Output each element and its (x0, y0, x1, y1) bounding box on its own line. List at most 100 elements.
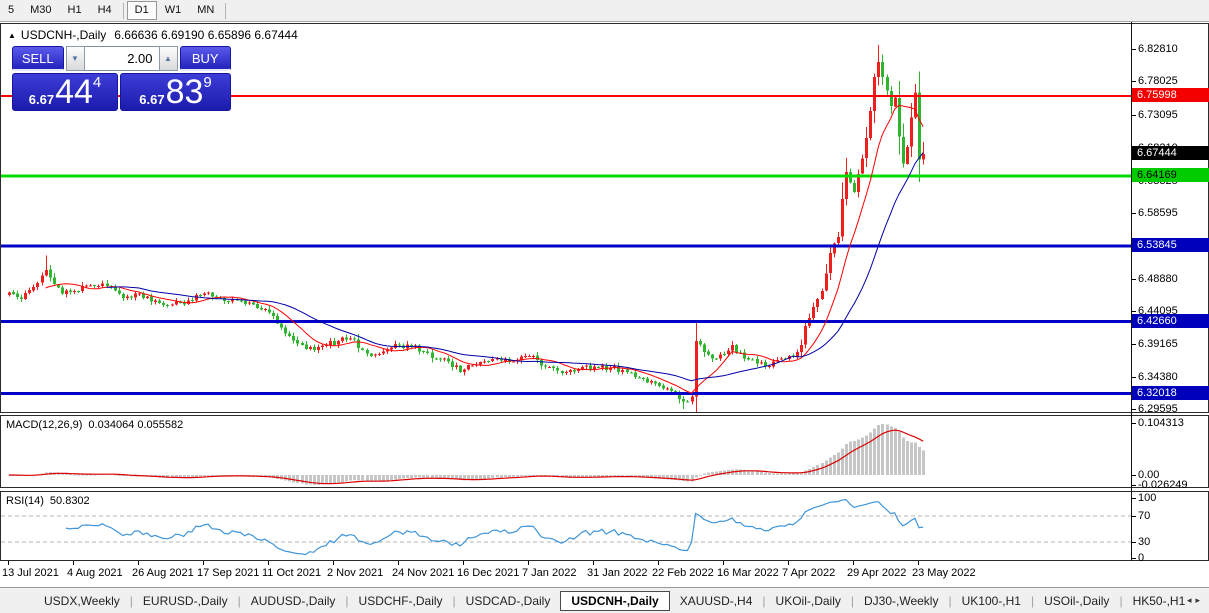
macd-canvas[interactable] (1, 416, 1132, 487)
date-label-24-nov-2021: 24 Nov 2021 (392, 567, 455, 579)
price-badge-667444: 6.67444 (1132, 145, 1209, 160)
chart-title: ▲ USDCNH-,Daily 6.66636 6.69190 6.65896 6.… (8, 28, 298, 42)
buy-price-main: 83 (165, 73, 204, 111)
date-tick (203, 561, 204, 565)
volume-increase-icon[interactable]: ▲ (158, 46, 178, 71)
tab-separator: | (1119, 593, 1123, 608)
macd-axis-max: 0.104313 (1131, 417, 1184, 429)
tab-scroll-right-icon[interactable]: ▸ (1195, 595, 1204, 605)
date-label-17-sep-2021: 17 Sep 2021 (197, 567, 260, 579)
tab-separator: | (237, 593, 241, 608)
timeframe-button-mn[interactable]: MN (197, 4, 215, 16)
tab-separator: | (345, 593, 349, 608)
rsi-pane[interactable]: RSI(14) 50.8302 (0, 491, 1209, 561)
tab-usdcad-daily[interactable]: USDCAD-,Daily (465, 593, 551, 608)
macd-label: MACD(12,26,9) 0.034064 0.055582 (6, 419, 184, 431)
candlestick-canvas[interactable] (1, 24, 1132, 412)
date-tick (593, 561, 594, 565)
sell-price-display[interactable]: 6.67 44 4 (12, 73, 118, 111)
price-tick-639165: 6.39165 (1131, 338, 1178, 351)
toolbar-separator (225, 2, 227, 19)
buy-price-display[interactable]: 6.67 83 9 (120, 73, 231, 111)
tab-usdchf-daily[interactable]: USDCHF-,Daily (358, 593, 443, 608)
date-label-16-mar-2022: 16 Mar 2022 (717, 567, 779, 579)
timeframe-button-w1[interactable]: W1 (164, 4, 182, 16)
sell-price-pip: 4 (92, 74, 102, 91)
macd-pane[interactable]: MACD(12,26,9) 0.034064 0.055582 (0, 415, 1209, 488)
rsi-label: RSI(14) 50.8302 (6, 495, 90, 507)
sell-button[interactable]: SELL (12, 46, 64, 71)
date-tick (853, 561, 854, 565)
date-label-7-apr-2022: 7 Apr 2022 (782, 567, 836, 579)
timeframe-button-h4[interactable]: H4 (97, 4, 112, 16)
buy-price-pip: 9 (203, 74, 212, 91)
tab-separator: | (948, 593, 952, 608)
date-tick (8, 561, 9, 565)
buy-button[interactable]: BUY (179, 46, 231, 71)
price-tick-634380: 6.34380 (1131, 370, 1178, 383)
rsi-axis-0: 0 (1130, 552, 1145, 564)
price-tick-673095: 6.73095 (1131, 108, 1178, 121)
date-label-29-apr-2022: 29 Apr 2022 (847, 567, 907, 579)
chart-symbol-label: USDCNH-,Daily (20, 28, 107, 42)
tab-separator: | (129, 593, 133, 608)
collapse-triangle-icon[interactable]: ▲ (8, 31, 16, 40)
tab-dj30-weekly[interactable]: DJ30-,Weekly (864, 593, 939, 608)
price-tick-629595: 6.29595 (1131, 402, 1178, 415)
date-label-4-aug-2021: 4 Aug 2021 (67, 567, 123, 579)
date-axis[interactable]: 13 Jul 2021 4 Aug 2021 26 Aug 2021 17 Sep 2… (0, 561, 1209, 587)
date-label-22-feb-2022: 22 Feb 2022 (652, 567, 714, 579)
price-badge-632018: 6.32018 (1132, 385, 1209, 400)
date-tick (398, 561, 399, 565)
tab-separator: | (850, 593, 854, 608)
tab-usoil-daily[interactable]: USOil-,Daily (1044, 593, 1110, 608)
volume-decrease-icon[interactable]: ▼ (65, 46, 85, 71)
timeframe-button-5[interactable]: 5 (8, 4, 15, 16)
rsi-axis-70: 70 (1130, 510, 1151, 522)
tab-usdx-weekly[interactable]: USDX,Weekly (44, 593, 120, 608)
rsi-axis-100: 100 (1130, 492, 1157, 504)
price-tick-682810: 6.82810 (1131, 43, 1178, 55)
tab-separator: | (762, 593, 766, 608)
tab-uk100-h1[interactable]: UK100-,H1 (961, 593, 1021, 608)
date-label-16-dec-2021: 16 Dec 2021 (457, 567, 520, 579)
tab-hk50-h1[interactable]: HK50-,H1 (1132, 593, 1186, 608)
timeframe-button-m30[interactable]: M30 (30, 4, 52, 16)
macd-axis-min: -0.026249 (1131, 479, 1188, 491)
tab-xauusd-h4[interactable]: XAUUSD-,H4 (679, 593, 753, 608)
rsi-axis-30: 30 (1130, 536, 1151, 548)
chart-window: ▲ USDCNH-,Daily 6.66636 6.69190 6.65896 6.… (0, 22, 1209, 564)
sell-price-main: 44 (55, 73, 93, 111)
timeframe-toolbar: 5 M30 H1 H4 D1 W1 MN (0, 0, 1209, 22)
price-badge-675998: 6.75998 (1132, 88, 1209, 103)
tab-separator: | (452, 593, 456, 608)
date-label-31-jan-2022: 31 Jan 2022 (587, 567, 648, 579)
date-label-2-nov-2021: 2 Nov 2021 (327, 567, 384, 579)
volume-stepper: ▼ ▲ (65, 46, 178, 71)
tab-eurusd-daily[interactable]: EURUSD-,Daily (142, 593, 228, 608)
price-pane[interactable]: ▲ USDCNH-,Daily 6.66636 6.69190 6.65896 6.… (0, 23, 1209, 413)
tab-ukoil-daily[interactable]: UKOil-,Daily (775, 593, 841, 608)
sell-price-base: 6.67 (28, 92, 55, 107)
price-axis-line (1131, 22, 1132, 561)
volume-input[interactable] (84, 46, 159, 71)
date-tick (658, 561, 659, 565)
tab-audusd-daily[interactable]: AUDUSD-,Daily (250, 593, 336, 608)
date-tick (528, 561, 529, 565)
date-tick (333, 561, 334, 565)
date-label-23-may-2022: 23 May 2022 (912, 567, 976, 579)
tab-usdcnh-daily[interactable]: USDCNH-,Daily (560, 590, 670, 611)
date-tick (268, 561, 269, 565)
date-tick (73, 561, 74, 565)
tab-scroll-left-icon[interactable]: ◂ (1186, 595, 1196, 605)
toolbar-separator (122, 2, 124, 19)
price-badge-653845: 6.53845 (1132, 237, 1209, 252)
macd-axis-zero: 0.00 (1130, 469, 1160, 481)
date-label-13-jul-2021: 13 Jul 2021 (2, 567, 59, 579)
rsi-canvas[interactable] (1, 492, 1132, 560)
timeframe-button-d1[interactable]: D1 (126, 1, 157, 20)
price-badge-664169: 6.64169 (1132, 168, 1209, 183)
timeframe-button-h1[interactable]: H1 (67, 4, 82, 16)
chart-ohlc-values: 6.66636 6.69190 6.65896 6.67444 (114, 28, 298, 42)
